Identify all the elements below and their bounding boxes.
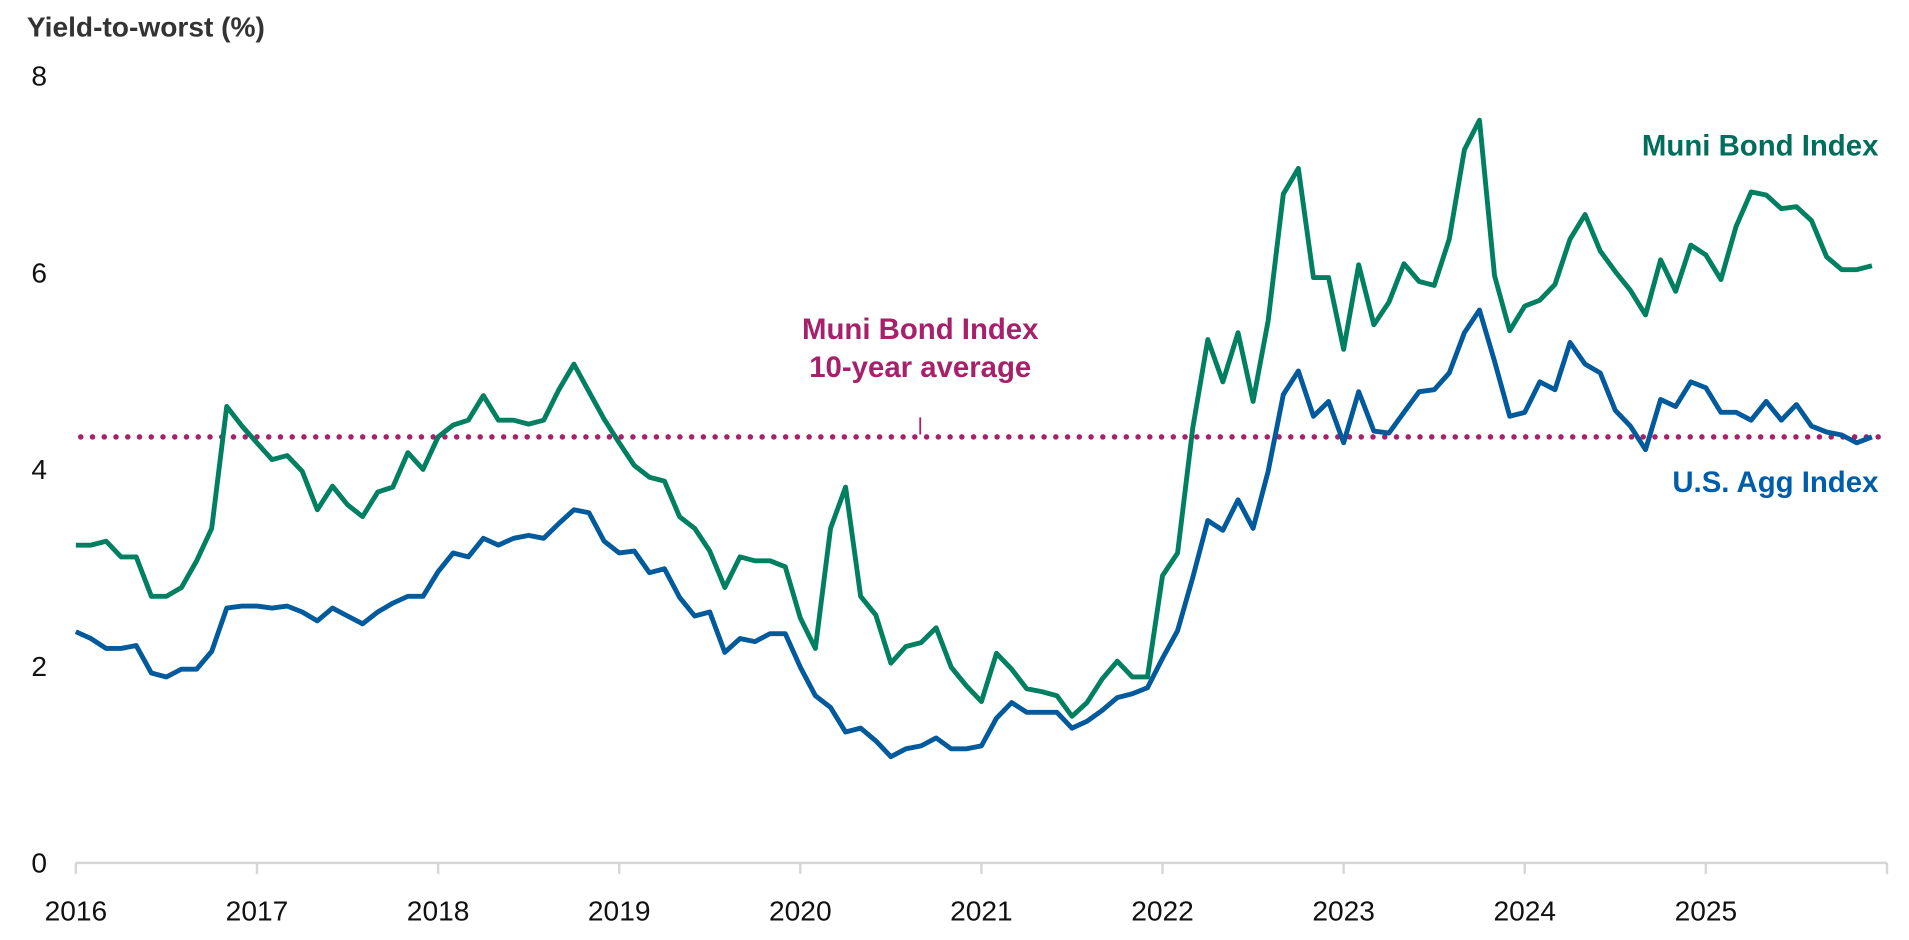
- y-tick-label: 8: [31, 61, 47, 92]
- series-line-us-agg-index: [74, 307, 1873, 760]
- x-tick-label: 2023: [1312, 895, 1375, 926]
- x-tick-label: 2022: [1131, 895, 1194, 926]
- reference-label-line2: 10-year average: [809, 351, 1031, 384]
- reference-line-group: [78, 417, 1890, 440]
- series-line-muni-bond-index: [75, 117, 1873, 719]
- reference-label-line1: Muni Bond Index: [802, 313, 1039, 346]
- y-tick-label: 2: [31, 651, 47, 682]
- x-axis: 2016 2017 2018 2019 2020 2021 2022 2023 2024 2025: [45, 861, 1889, 926]
- x-tick-label: 2016: [45, 895, 108, 926]
- y-axis: 0 2 4 6 8: [31, 61, 47, 879]
- x-tick-label: 2020: [769, 895, 832, 926]
- x-tick-label: 2021: [950, 895, 1013, 926]
- x-tick-label: 2017: [226, 895, 289, 926]
- x-tick-label: 2025: [1675, 895, 1738, 926]
- x-tick-label: 2024: [1493, 895, 1556, 926]
- x-tick-label: 2018: [407, 895, 470, 926]
- y-tick-label: 6: [31, 257, 47, 288]
- legend-label-agg: U.S. Agg Index: [1672, 466, 1879, 499]
- x-tick-label: 2019: [588, 895, 651, 926]
- y-tick-label: 4: [31, 454, 47, 485]
- series-lines: [74, 117, 1873, 760]
- y-tick-label: 0: [31, 848, 47, 879]
- legend-label-muni: Muni Bond Index: [1642, 129, 1879, 162]
- y-axis-title: Yield-to-worst (%): [27, 12, 265, 43]
